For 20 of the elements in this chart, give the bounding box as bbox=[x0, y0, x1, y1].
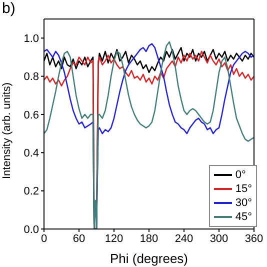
y-axis-title: Intensity (arb. units) bbox=[0, 82, 13, 179]
legend-label: 15° bbox=[235, 182, 252, 196]
y-tick-label: 0.6 bbox=[24, 109, 39, 122]
text: b) bbox=[2, 0, 16, 17]
y-tick-label: 0.4 bbox=[24, 148, 39, 160]
legend-label: 30° bbox=[235, 196, 252, 210]
legend-label: 0° bbox=[235, 168, 246, 182]
x-axis-title: Phi (degrees) bbox=[110, 251, 188, 266]
x-tick-label: 180 bbox=[140, 232, 158, 245]
x-tick-label: 120 bbox=[104, 232, 124, 245]
legend-label: 45° bbox=[235, 210, 252, 224]
y-tick-label: 1.0 bbox=[24, 32, 39, 45]
x-tick-label: 360 bbox=[244, 232, 264, 245]
x-tick-label: 0 bbox=[40, 232, 48, 245]
x-tick-label: 240 bbox=[174, 232, 194, 245]
y-tick-label: 0.0 bbox=[24, 224, 39, 236]
y-tick-label: 0.8 bbox=[24, 71, 39, 84]
x-tick-label: 300 bbox=[210, 232, 228, 245]
y-tick-label: 0.2 bbox=[24, 186, 39, 198]
x-tick-label: 60 bbox=[72, 232, 86, 245]
